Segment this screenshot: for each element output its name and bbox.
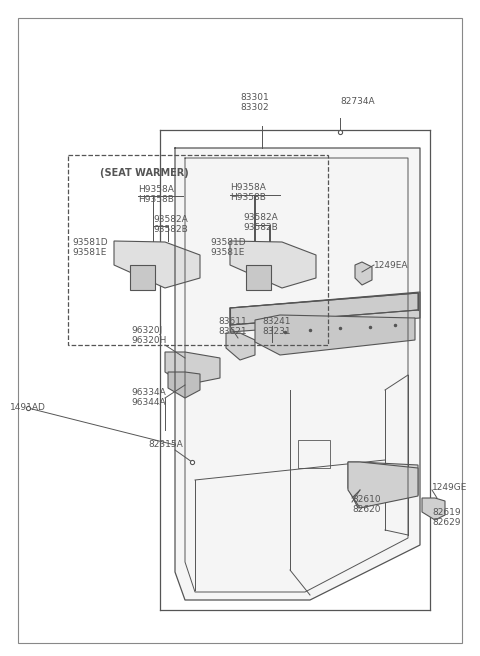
Bar — [298, 440, 330, 468]
Text: 93582A
93582B: 93582A 93582B — [153, 215, 188, 234]
Polygon shape — [226, 333, 255, 360]
Text: 82734A: 82734A — [340, 97, 374, 106]
Text: 82619
82629: 82619 82629 — [432, 508, 461, 527]
Text: 83301
83302: 83301 83302 — [240, 92, 269, 112]
Text: H9358A
H9358B: H9358A H9358B — [230, 183, 266, 203]
Polygon shape — [230, 241, 316, 288]
Text: 83611
83621: 83611 83621 — [218, 317, 247, 337]
Text: 83241
83231: 83241 83231 — [262, 317, 290, 337]
Bar — [68, 155, 328, 345]
Polygon shape — [114, 241, 200, 288]
Polygon shape — [246, 265, 271, 290]
Text: 1249GE: 1249GE — [432, 483, 468, 493]
Text: 93581D
93581E: 93581D 93581E — [72, 238, 108, 257]
Text: 82610
82620: 82610 82620 — [352, 495, 381, 514]
Text: 93582A
93582B: 93582A 93582B — [243, 213, 278, 232]
Polygon shape — [130, 265, 155, 290]
Polygon shape — [422, 498, 445, 520]
Polygon shape — [355, 262, 372, 285]
Polygon shape — [165, 352, 220, 385]
Polygon shape — [348, 462, 418, 508]
Polygon shape — [230, 292, 420, 332]
Text: (SEAT WARMER): (SEAT WARMER) — [100, 168, 189, 178]
Text: H9358A
H9358B: H9358A H9358B — [138, 185, 174, 205]
Text: 1249EA: 1249EA — [374, 260, 408, 270]
Text: 93581D
93581E: 93581D 93581E — [210, 238, 246, 257]
Text: 82315A: 82315A — [148, 440, 183, 449]
Text: 96320J
96320H: 96320J 96320H — [131, 326, 167, 346]
Polygon shape — [175, 148, 420, 600]
Polygon shape — [230, 293, 418, 325]
Polygon shape — [348, 462, 418, 508]
Polygon shape — [255, 315, 415, 355]
Polygon shape — [168, 372, 200, 398]
Text: 96334A
96344A: 96334A 96344A — [131, 388, 166, 407]
Text: 1491AD: 1491AD — [10, 403, 46, 413]
